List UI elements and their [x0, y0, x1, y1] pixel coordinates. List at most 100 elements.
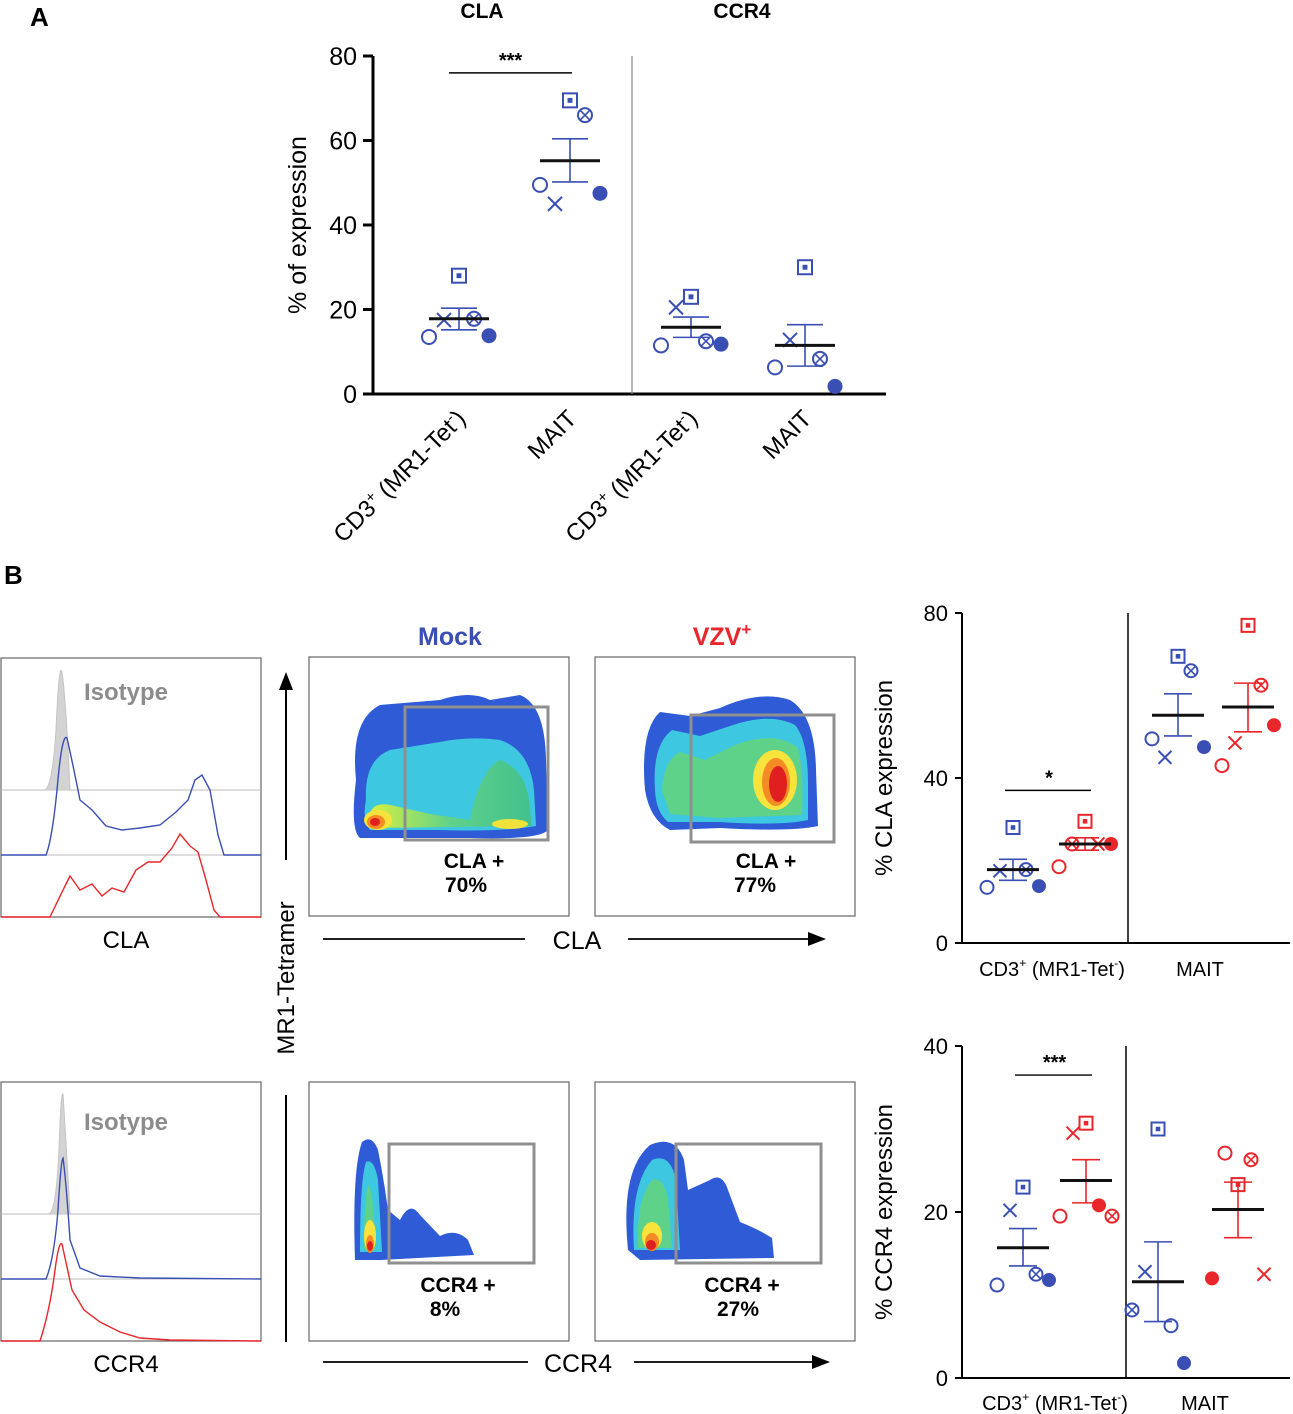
cla-histogram-axis-label: CLA	[103, 927, 150, 954]
cla-isotype-label: Isotype	[84, 679, 168, 706]
cross-stroke	[1002, 1203, 1018, 1218]
gate-percent: 70%	[445, 874, 487, 897]
data-point-filled-circle	[1042, 1273, 1056, 1288]
box-center	[456, 273, 462, 279]
x-group-label: MAIT	[1176, 959, 1224, 981]
data-point-filled-circle	[1032, 879, 1046, 894]
scatter-group	[421, 267, 497, 345]
data-point-boxed-dot	[1005, 820, 1021, 835]
y-tick-label: 40	[924, 1034, 948, 1059]
cla-mock-curve	[1, 736, 261, 856]
cross-stroke	[1157, 750, 1173, 765]
data-point-open-circle	[1214, 758, 1230, 774]
box-center	[688, 294, 694, 300]
box-center	[567, 97, 573, 103]
panel-a-y-label: % of expression	[284, 136, 312, 314]
cross-stroke	[668, 299, 684, 316]
data-point-filled-circle	[1177, 1356, 1191, 1371]
x-group-label: MAIT	[1181, 1393, 1229, 1414]
mock-title: Mock	[418, 623, 482, 651]
ccr4-vzv-curve	[1, 1242, 262, 1342]
data-point-boxed-dot	[797, 259, 813, 276]
scatter-group	[532, 92, 608, 212]
data-point-boxed-dot	[451, 267, 467, 284]
gate-box	[387, 1142, 536, 1265]
circle-outline	[1183, 663, 1199, 679]
box-center	[802, 264, 808, 270]
cla-x-axis-label: CLA	[553, 927, 602, 955]
scatter-group-vzv	[1051, 813, 1118, 875]
data-point-filled-circle	[713, 336, 729, 352]
cross-stroke	[1255, 680, 1267, 691]
cross-stroke	[1106, 1211, 1118, 1222]
cla-histogram-frame	[0, 657, 262, 918]
mr1-axis-label: MR1-Tetramer	[273, 901, 300, 1054]
ccr4-x-axis-arrowhead	[812, 1355, 830, 1369]
x-group-label: CD3+ (MR1-Tet-)	[982, 1390, 1128, 1414]
data-point-cross	[1157, 750, 1173, 765]
y-tick-label: 80	[329, 43, 357, 71]
gate-percent: 27%	[717, 1298, 759, 1321]
cross-stroke	[1245, 1154, 1257, 1165]
data-point-cross	[1227, 735, 1243, 751]
ccr4-isotype-label: Isotype	[84, 1109, 168, 1136]
data-point-open-circle	[1051, 859, 1067, 875]
data-point-circled-cross	[1253, 677, 1269, 693]
gate-name: CCR4 +	[704, 1274, 779, 1297]
box-outline	[1015, 1179, 1031, 1195]
gate-box	[674, 1142, 823, 1265]
data-point-cross	[668, 299, 684, 316]
data-point-circled-cross	[577, 107, 593, 124]
cross-stroke	[1256, 1267, 1272, 1282]
vzv-title-sup: +	[741, 620, 751, 639]
box-center	[1155, 1126, 1161, 1132]
data-point-boxed-dot	[562, 92, 578, 109]
vzv-title-text: VZV	[693, 623, 742, 651]
data-point-circled-cross	[1243, 1152, 1259, 1168]
scatter-group-mock	[1144, 648, 1211, 765]
data-point-filled-circle	[827, 378, 843, 394]
cross-stroke	[814, 353, 826, 365]
density-red	[646, 1240, 656, 1250]
panel-a-subtitle-cla: CLA	[460, 0, 503, 23]
box-outline	[1170, 648, 1186, 664]
data-point-boxed-dot	[1078, 1115, 1094, 1131]
mr1-tetramer-axis: MR1-Tetramer	[273, 672, 300, 1342]
box-outline	[1078, 1115, 1094, 1131]
data-point-cross	[1002, 1203, 1018, 1218]
cross-stroke	[1030, 1269, 1042, 1280]
scatter-group-vzv	[1052, 1115, 1120, 1224]
cross-stroke	[700, 335, 712, 347]
gate-name: CLA +	[736, 850, 796, 873]
box-outline	[1077, 813, 1093, 829]
y-tick-label: 20	[329, 297, 357, 325]
cla-vzv-curve	[1, 832, 261, 918]
data-point-filled-circle	[1205, 1271, 1219, 1286]
density-green	[370, 760, 532, 828]
density-red	[769, 766, 787, 802]
data-point-circled-cross	[1183, 663, 1199, 679]
data-point-boxed-dot	[683, 288, 699, 305]
data-point-open-circle	[979, 879, 995, 895]
box-center	[1020, 1184, 1026, 1190]
y-tick-label: 80	[924, 601, 948, 626]
circle-outline	[577, 107, 593, 124]
scatter-group-mock	[979, 820, 1046, 895]
cross-stroke	[579, 109, 591, 121]
circle-outline	[1243, 1152, 1259, 1168]
cla-chart-y-label: % CLA expression	[871, 680, 898, 876]
cla-x-axis-arrowhead	[808, 932, 826, 946]
significance-stars: ***	[499, 50, 523, 72]
panel-a-subtitle-ccr4: CCR4	[713, 0, 770, 23]
density-blue	[354, 1139, 474, 1260]
ccr4-expression-chart: % CCR4 expression 0 20 40 *** CD3+ (MR1-Te…	[871, 1034, 1290, 1414]
box-center	[1083, 1120, 1089, 1126]
cross-stroke	[1185, 665, 1197, 676]
scatter-group	[767, 259, 843, 394]
cross-stroke	[547, 196, 563, 212]
density-red	[370, 818, 380, 826]
box-outline	[1240, 617, 1256, 633]
circle-outline	[1104, 1208, 1120, 1224]
data-point-filled-circle	[1197, 740, 1211, 755]
x-category-label: CD3+ (MR1-Tet-)	[560, 405, 703, 548]
